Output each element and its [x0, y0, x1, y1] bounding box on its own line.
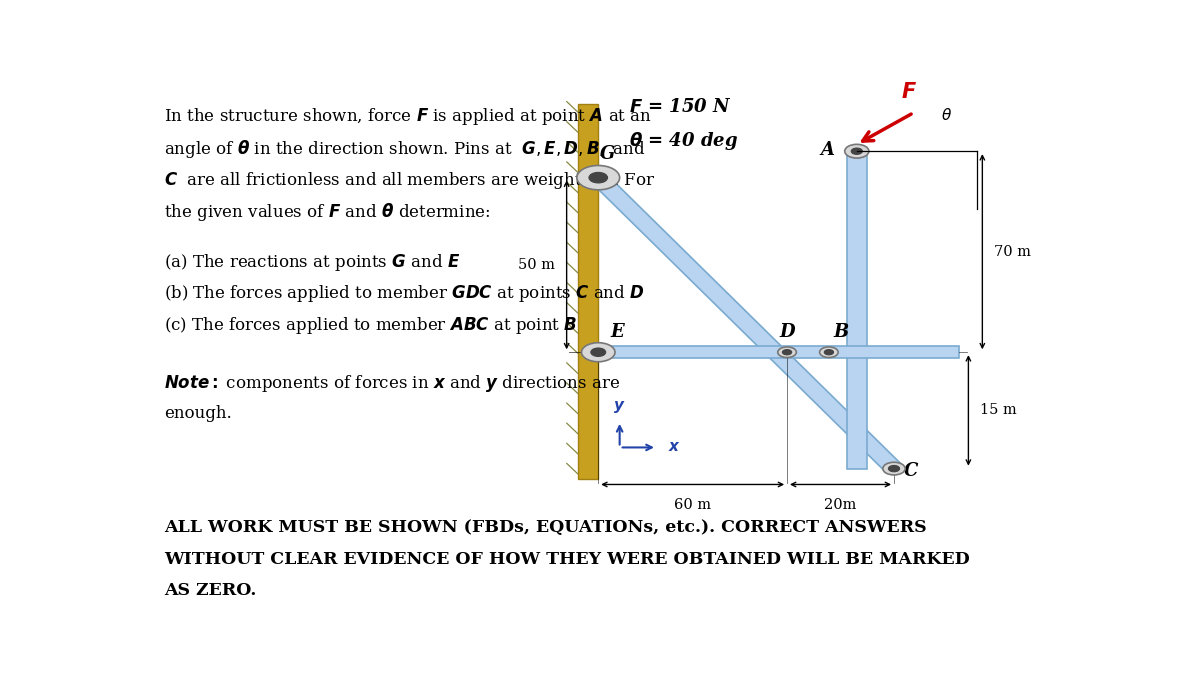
Text: WITHOUT CLEAR EVIDENCE OF HOW THEY WERE OBTAINED WILL BE MARKED: WITHOUT CLEAR EVIDENCE OF HOW THEY WERE …	[164, 550, 970, 567]
Bar	[599, 346, 959, 358]
Text: $\boldsymbol{x}$: $\boldsymbol{x}$	[668, 440, 680, 454]
Text: $\boldsymbol{Note:}$ components of forces in $\boldsymbol{x}$ and $\boldsymbol{y: $\boldsymbol{Note:}$ components of force…	[164, 374, 620, 394]
Text: E: E	[610, 323, 624, 341]
Text: 70 m: 70 m	[994, 245, 1031, 259]
Circle shape	[782, 350, 792, 355]
Text: $\boldsymbol{F}$ = 150 N: $\boldsymbol{F}$ = 150 N	[629, 98, 732, 116]
Circle shape	[577, 166, 619, 190]
Text: (b) The forces applied to member $\boldsymbol{GDC}$ at points $\boldsymbol{C}$ a: (b) The forces applied to member $\bolds…	[164, 284, 644, 304]
Text: ALL WORK MUST BE SHOWN (FBDs, EQUATIONs, etc.). CORRECT ANSWERS: ALL WORK MUST BE SHOWN (FBDs, EQUATIONs,…	[164, 519, 926, 536]
Circle shape	[778, 347, 797, 357]
Text: B: B	[833, 323, 848, 341]
Circle shape	[888, 465, 900, 472]
Text: $\boldsymbol{C}$  are all frictionless and all members are weightless. For: $\boldsymbol{C}$ are all frictionless an…	[164, 170, 655, 191]
Text: 20m: 20m	[824, 497, 857, 512]
Polygon shape	[589, 174, 902, 471]
Text: AS ZERO.: AS ZERO.	[164, 583, 257, 599]
Circle shape	[590, 348, 606, 357]
Text: (a) The reactions at points $\boldsymbol{G}$ and $\boldsymbol{E}$: (a) The reactions at points $\boldsymbol…	[164, 251, 461, 273]
Text: $\boldsymbol{y}$: $\boldsymbol{y}$	[613, 398, 626, 415]
Circle shape	[845, 144, 869, 158]
Circle shape	[820, 347, 838, 357]
Text: $\boldsymbol{F}$: $\boldsymbol{F}$	[901, 82, 917, 102]
Bar	[846, 151, 868, 469]
Text: (c) The forces applied to member $\boldsymbol{ABC}$ at point $\boldsymbol{B}$: (c) The forces applied to member $\bolds…	[164, 315, 577, 336]
Circle shape	[589, 172, 607, 183]
Circle shape	[824, 350, 834, 355]
Text: G: G	[600, 145, 616, 163]
Text: In the structure shown, force $\boldsymbol{F}$ is applied at point $\boldsymbol{: In the structure shown, force $\boldsymb…	[164, 106, 652, 127]
Text: the given values of $\boldsymbol{F}$ and $\boldsymbol{\theta}$ determine:: the given values of $\boldsymbol{F}$ and…	[164, 201, 491, 223]
Text: D: D	[779, 323, 794, 341]
Text: 50 m: 50 m	[518, 258, 556, 272]
Bar	[578, 104, 599, 480]
Circle shape	[883, 462, 905, 475]
Text: angle of $\boldsymbol{\theta}$ in the direction shown. Pins at  $\boldsymbol{G, : angle of $\boldsymbol{\theta}$ in the di…	[164, 138, 646, 160]
Circle shape	[851, 148, 863, 155]
Text: $\boldsymbol{\theta}$ = 40 deg: $\boldsymbol{\theta}$ = 40 deg	[629, 130, 738, 152]
Text: 60 m: 60 m	[674, 497, 712, 512]
Text: enough.: enough.	[164, 405, 232, 422]
Text: $\theta$: $\theta$	[942, 107, 953, 124]
Text: 15 m: 15 m	[979, 403, 1016, 418]
Text: C: C	[904, 462, 918, 480]
Circle shape	[582, 343, 616, 362]
Text: A: A	[820, 141, 834, 159]
